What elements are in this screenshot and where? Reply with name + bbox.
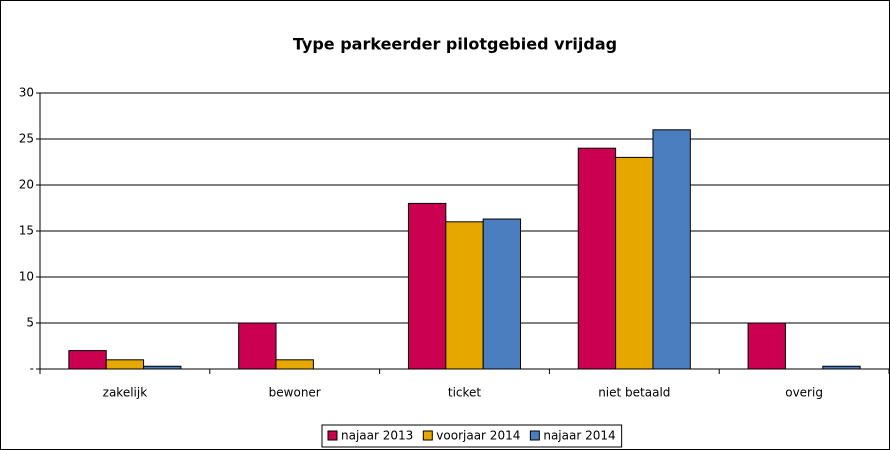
y-tick-label: 5 bbox=[26, 316, 34, 330]
bar bbox=[482, 218, 522, 370]
bar bbox=[822, 365, 861, 370]
legend-swatch bbox=[422, 430, 433, 441]
x-tick-label: overig bbox=[785, 386, 823, 400]
y-tick-label: 20 bbox=[19, 178, 34, 192]
bar bbox=[275, 359, 314, 370]
bar bbox=[652, 129, 691, 370]
legend-label: najaar 2014 bbox=[543, 429, 615, 443]
legend-label: voorjaar 2014 bbox=[436, 429, 520, 443]
legend-label: najaar 2013 bbox=[341, 429, 413, 443]
bar bbox=[577, 147, 617, 370]
y-tick-label: 10 bbox=[19, 270, 34, 284]
bar bbox=[105, 359, 145, 370]
bar bbox=[68, 350, 107, 370]
legend-box bbox=[321, 424, 623, 448]
y-tick-label: 25 bbox=[19, 132, 34, 146]
x-tick-label: zakelijk bbox=[103, 386, 148, 400]
chart-title: Type parkeerder pilotgebied vrijdag bbox=[293, 35, 617, 54]
bar bbox=[143, 365, 182, 370]
y-tick-label: - bbox=[30, 362, 34, 376]
x-tick-label: bewoner bbox=[269, 386, 321, 400]
y-tick-label: 30 bbox=[19, 86, 34, 100]
x-tick-label: niet betaald bbox=[598, 386, 670, 400]
bar bbox=[238, 322, 277, 370]
legend-swatch bbox=[529, 430, 540, 441]
bar bbox=[445, 221, 484, 370]
y-tick-label: 15 bbox=[19, 224, 34, 238]
bar bbox=[747, 322, 786, 370]
x-tick-label: ticket bbox=[448, 386, 482, 400]
legend-swatch bbox=[327, 430, 338, 441]
bar bbox=[615, 156, 654, 370]
bar bbox=[407, 202, 447, 370]
